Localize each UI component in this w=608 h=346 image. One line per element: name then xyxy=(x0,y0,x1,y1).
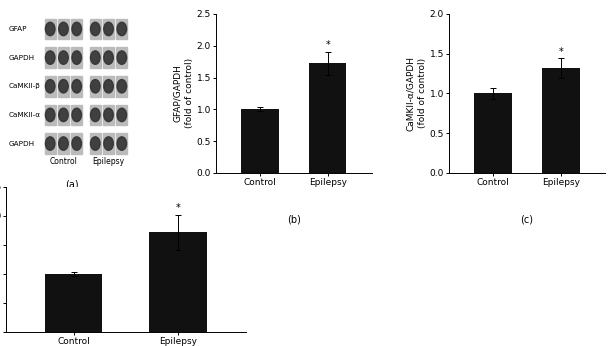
Bar xyxy=(103,76,114,97)
Bar xyxy=(116,104,128,125)
Text: *: * xyxy=(325,40,330,50)
Ellipse shape xyxy=(58,108,68,122)
Ellipse shape xyxy=(104,80,113,93)
Y-axis label: GFAP/GAPDH
(fold of control): GFAP/GAPDH (fold of control) xyxy=(173,58,194,128)
Ellipse shape xyxy=(104,108,113,122)
Bar xyxy=(89,19,101,39)
Text: (a): (a) xyxy=(66,179,79,189)
Bar xyxy=(58,47,69,68)
Bar xyxy=(89,133,101,154)
Text: *: * xyxy=(176,203,181,213)
Ellipse shape xyxy=(72,108,81,122)
Text: GAPDH: GAPDH xyxy=(9,140,35,147)
Ellipse shape xyxy=(58,51,68,64)
Bar xyxy=(44,47,56,68)
Text: GFAP: GFAP xyxy=(9,26,27,32)
Bar xyxy=(542,68,579,173)
Ellipse shape xyxy=(117,137,126,150)
Bar xyxy=(71,104,82,125)
Ellipse shape xyxy=(91,51,100,64)
Ellipse shape xyxy=(117,22,126,36)
Ellipse shape xyxy=(117,80,126,93)
Bar xyxy=(474,93,512,173)
Ellipse shape xyxy=(91,137,100,150)
Text: Control: Control xyxy=(49,157,77,166)
Bar xyxy=(116,133,128,154)
Text: (b): (b) xyxy=(287,215,301,225)
Bar xyxy=(45,274,102,332)
Ellipse shape xyxy=(46,80,55,93)
Bar xyxy=(309,64,347,173)
Bar xyxy=(44,76,56,97)
Ellipse shape xyxy=(58,22,68,36)
Ellipse shape xyxy=(72,51,81,64)
Ellipse shape xyxy=(117,51,126,64)
Bar xyxy=(150,232,207,332)
Bar xyxy=(103,47,114,68)
Bar xyxy=(103,104,114,125)
Bar xyxy=(71,47,82,68)
Bar xyxy=(58,76,69,97)
Bar xyxy=(58,104,69,125)
Bar xyxy=(44,104,56,125)
Ellipse shape xyxy=(72,80,81,93)
Ellipse shape xyxy=(104,51,113,64)
Bar xyxy=(116,47,128,68)
Y-axis label: CaMKII-α/GAPDH
(fold of control): CaMKII-α/GAPDH (fold of control) xyxy=(406,56,427,131)
Bar xyxy=(71,19,82,39)
Bar xyxy=(71,133,82,154)
Text: (c): (c) xyxy=(520,215,533,225)
Ellipse shape xyxy=(72,22,81,36)
Text: CaMKII-α: CaMKII-α xyxy=(9,112,41,118)
Ellipse shape xyxy=(104,22,113,36)
Bar xyxy=(71,76,82,97)
Bar xyxy=(89,76,101,97)
Ellipse shape xyxy=(58,80,68,93)
Bar xyxy=(89,104,101,125)
Ellipse shape xyxy=(91,22,100,36)
Bar xyxy=(103,19,114,39)
Bar xyxy=(89,47,101,68)
Ellipse shape xyxy=(91,80,100,93)
Bar xyxy=(44,133,56,154)
Ellipse shape xyxy=(72,137,81,150)
Bar xyxy=(103,133,114,154)
Ellipse shape xyxy=(58,137,68,150)
Bar xyxy=(241,109,278,173)
Bar xyxy=(116,76,128,97)
Bar xyxy=(116,19,128,39)
Text: *: * xyxy=(559,47,563,57)
Text: GAPDH: GAPDH xyxy=(9,55,35,61)
Text: Epilepsy: Epilepsy xyxy=(92,157,125,166)
Bar xyxy=(44,19,56,39)
Ellipse shape xyxy=(91,108,100,122)
Ellipse shape xyxy=(46,137,55,150)
Ellipse shape xyxy=(104,137,113,150)
Ellipse shape xyxy=(117,108,126,122)
Ellipse shape xyxy=(46,108,55,122)
Ellipse shape xyxy=(46,22,55,36)
Bar xyxy=(58,19,69,39)
Text: CaMKII-β: CaMKII-β xyxy=(9,83,41,89)
Bar xyxy=(58,133,69,154)
Ellipse shape xyxy=(46,51,55,64)
